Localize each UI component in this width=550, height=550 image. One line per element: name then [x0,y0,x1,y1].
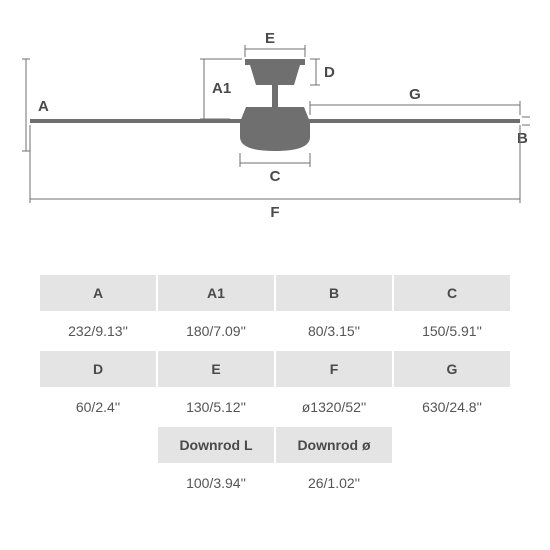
dim-B [522,117,530,125]
label-D: D [324,64,335,81]
label-A: A [38,98,49,115]
motor-body [240,107,310,151]
table-row: A A1 B C [20,275,530,311]
col-value: 232/9.13'' [40,313,156,349]
col-header: E [158,351,274,387]
table-row: 232/9.13'' 180/7.09'' 80/3.15'' 150/5.91… [20,313,530,349]
col-value: 100/3.94'' [158,465,274,501]
table-row: 60/2.4'' 130/5.12'' ø1320/52'' 630/24.8'… [20,389,530,425]
col-header: C [394,275,510,311]
spec-sheet: A A1 E D [0,0,550,550]
col-header: A1 [158,275,274,311]
diagram-svg: A A1 E D [20,25,530,240]
col-value: 150/5.91'' [394,313,510,349]
dim-A [22,59,30,151]
col-header: D [40,351,156,387]
col-value: 80/3.15'' [276,313,392,349]
col-header: G [394,351,510,387]
label-E: E [265,30,275,47]
col-header: F [276,351,392,387]
dim-G [310,101,520,115]
col-value: ø1320/52'' [276,389,392,425]
downrod [272,85,278,107]
label-A1: A1 [212,80,231,97]
label-B: B [517,130,528,147]
col-header: B [276,275,392,311]
col-value: 630/24.8'' [394,389,510,425]
dim-C [240,153,310,167]
col-value: 26/1.02'' [276,465,392,501]
col-header: Downrod ø [276,427,392,463]
table-row: Downrod L Downrod ø [20,427,530,463]
label-C: C [270,168,281,185]
label-G: G [409,86,421,103]
table-row: D E F G [20,351,530,387]
col-value: 130/5.12'' [158,389,274,425]
table-row: 100/3.94'' 26/1.02'' [20,465,530,501]
col-value: 60/2.4'' [40,389,156,425]
label-F: F [270,204,279,221]
col-header: Downrod L [158,427,274,463]
dim-D [310,59,320,85]
fan-diagram: A A1 E D [20,25,530,240]
canopy [245,59,305,85]
col-header: A [40,275,156,311]
spec-table: A A1 B C 232/9.13'' 180/7.09'' 80/3.15''… [20,275,530,501]
col-value: 180/7.09'' [158,313,274,349]
